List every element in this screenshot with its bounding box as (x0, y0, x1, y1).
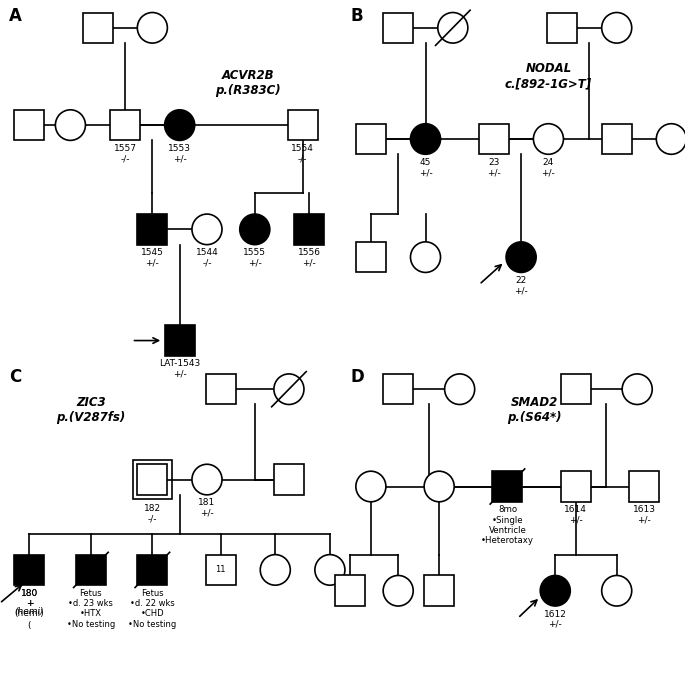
Text: 45
+/-: 45 +/- (419, 158, 432, 177)
Bar (383, 13, 413, 43)
Text: 1554
-/-: 1554 -/- (291, 144, 314, 163)
Text: 22
+/-: 22 +/- (514, 276, 528, 295)
Text: 1544
-/-: 1544 -/- (196, 248, 219, 268)
Bar (383, 374, 413, 404)
Text: 1557
-/-: 1557 -/- (114, 144, 136, 163)
Text: (hemi): (hemi) (14, 607, 45, 616)
Text: B: B (351, 7, 363, 25)
Circle shape (137, 13, 167, 43)
Text: ZIC3
p.(V287fs): ZIC3 p.(V287fs) (56, 396, 125, 424)
Text: LAT-1543
+/-: LAT-1543 +/- (159, 359, 200, 379)
Circle shape (274, 374, 304, 404)
Circle shape (601, 13, 632, 43)
Bar (493, 471, 523, 502)
Text: 24
+/-: 24 +/- (542, 158, 556, 177)
Text: Fetus
•d. 22 wks
•CHD
•No testing: Fetus •d. 22 wks •CHD •No testing (128, 589, 177, 629)
Circle shape (55, 110, 86, 140)
Bar (133, 459, 172, 500)
Text: 1553
+/-: 1553 +/- (169, 144, 191, 163)
Circle shape (315, 555, 345, 585)
Text: D: D (351, 368, 364, 386)
Bar (295, 214, 325, 245)
Text: SMAD2
p.(S64*): SMAD2 p.(S64*) (508, 396, 562, 424)
Bar (206, 555, 236, 585)
Bar (14, 110, 45, 140)
Bar (137, 555, 167, 585)
Text: NODAL
c.[892-1G>T]: NODAL c.[892-1G>T] (505, 63, 592, 90)
Bar (561, 471, 590, 502)
Bar (356, 124, 386, 154)
Bar (424, 575, 454, 606)
Text: ACVR2B
p.(R383C): ACVR2B p.(R383C) (215, 70, 281, 97)
Circle shape (424, 471, 454, 502)
Bar (547, 13, 577, 43)
Text: 8mo
•Single
Ventricle
•Heterotaxy: 8mo •Single Ventricle •Heterotaxy (481, 505, 534, 546)
Circle shape (438, 13, 468, 43)
Circle shape (540, 575, 571, 606)
Circle shape (260, 555, 290, 585)
Text: 1555
+/-: 1555 +/- (243, 248, 266, 268)
Text: A: A (9, 7, 22, 25)
Text: 180
+
(hemi): 180 + (hemi) (14, 589, 45, 619)
Bar (137, 214, 167, 245)
Bar (206, 374, 236, 404)
Bar (356, 242, 386, 272)
Text: 1556
+/-: 1556 +/- (298, 248, 321, 268)
Bar (479, 124, 509, 154)
Circle shape (622, 374, 652, 404)
Circle shape (164, 110, 195, 140)
Circle shape (534, 124, 564, 154)
Circle shape (192, 464, 222, 495)
Bar (629, 471, 659, 502)
Circle shape (601, 575, 632, 606)
Circle shape (383, 575, 413, 606)
Text: 23
+/-: 23 +/- (487, 158, 501, 177)
Circle shape (356, 471, 386, 502)
Bar (288, 110, 318, 140)
Text: 1612
+/-: 1612 +/- (544, 610, 566, 629)
Circle shape (410, 124, 440, 154)
Bar (274, 464, 304, 495)
Bar (83, 13, 113, 43)
Bar (601, 124, 632, 154)
Circle shape (410, 242, 440, 272)
Circle shape (192, 214, 222, 245)
Text: 1545
+/-: 1545 +/- (141, 248, 164, 268)
Text: C: C (9, 368, 21, 386)
Bar (561, 374, 590, 404)
Text: 180
+: 180 + (21, 589, 38, 608)
Text: Fetus
•d. 23 wks
•HTX
•No testing: Fetus •d. 23 wks •HTX •No testing (66, 589, 115, 629)
Text: 181
+/-: 181 +/- (199, 498, 216, 518)
Circle shape (445, 374, 475, 404)
Text: 11: 11 (215, 566, 226, 574)
Bar (14, 555, 45, 585)
Circle shape (656, 124, 685, 154)
Bar (336, 575, 365, 606)
Bar (164, 325, 195, 356)
Text: 182
-/-: 182 -/- (144, 505, 161, 524)
Bar (76, 555, 106, 585)
Bar (110, 110, 140, 140)
Bar (137, 464, 167, 495)
Circle shape (506, 242, 536, 272)
Circle shape (240, 214, 270, 245)
Text: 1614
+/-: 1614 +/- (564, 505, 587, 525)
Text: (: ( (27, 621, 32, 630)
Text: 1613
+/-: 1613 +/- (632, 505, 656, 525)
